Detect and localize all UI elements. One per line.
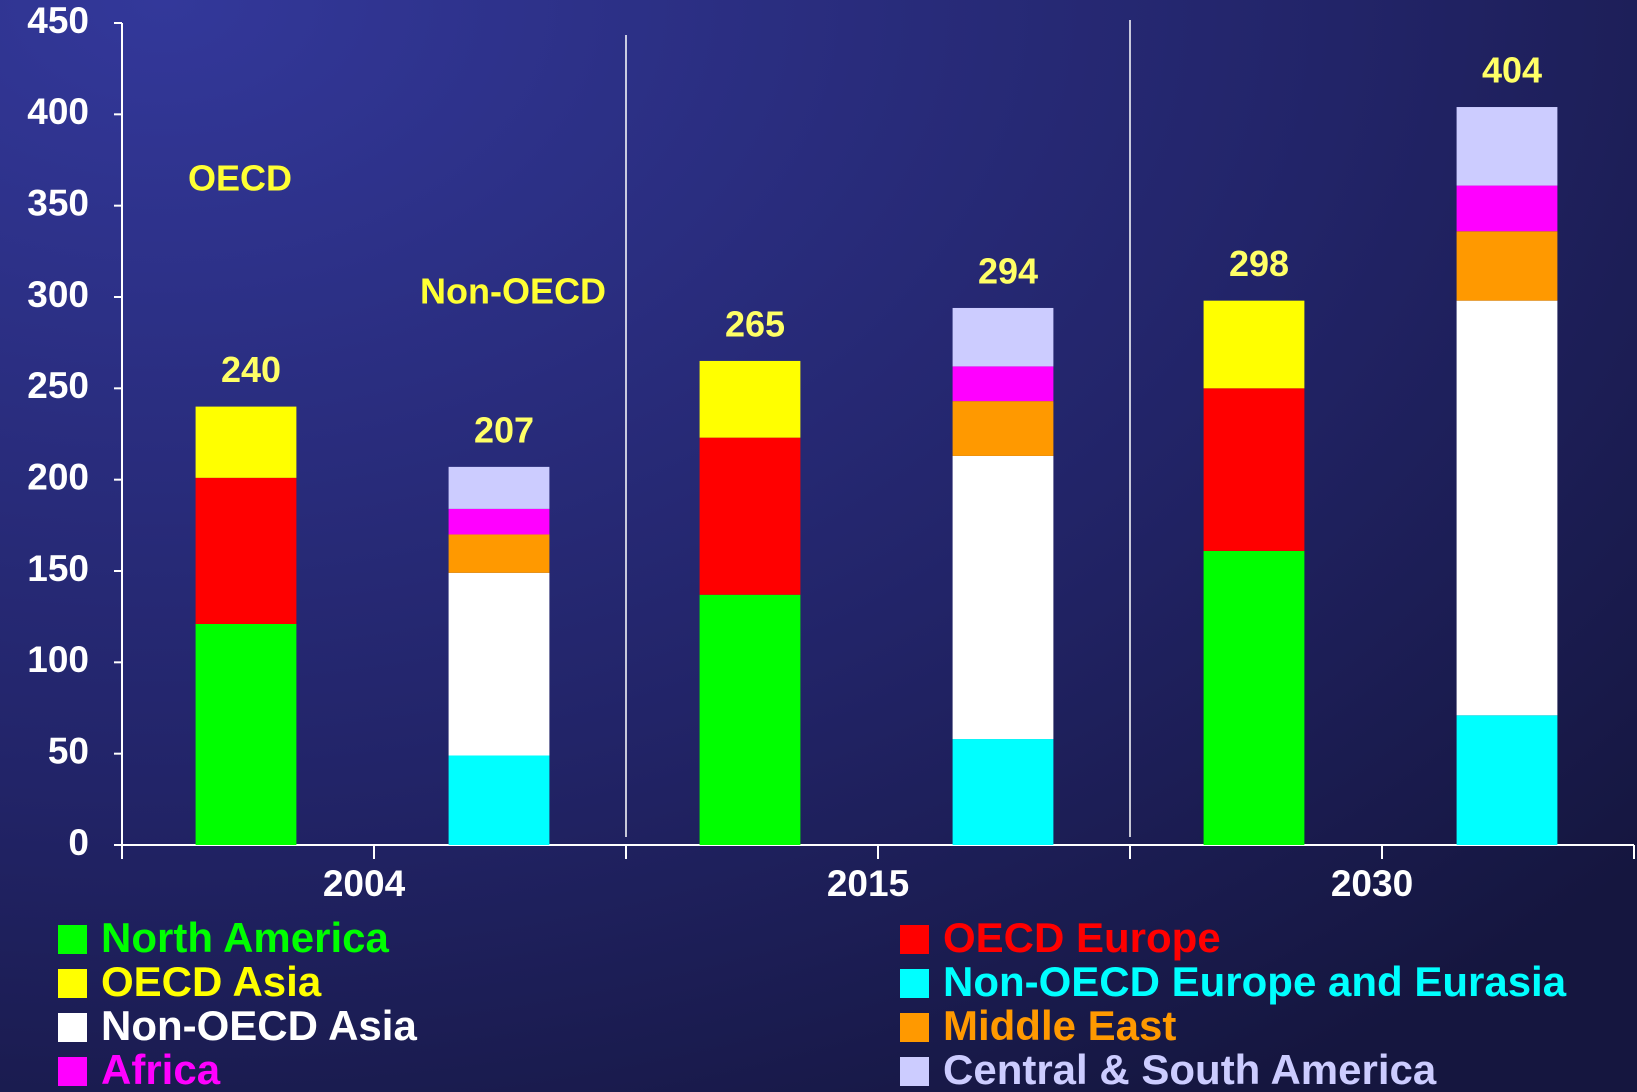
total-label: 298 — [1229, 243, 1289, 284]
legend-label: OECD Asia — [101, 958, 322, 1005]
group-annotation: Non-OECD — [420, 271, 606, 312]
legend-label: Non-OECD Europe and Eurasia — [943, 958, 1567, 1005]
bar-segment — [1456, 715, 1558, 845]
bar-segment — [1456, 185, 1558, 232]
legend-label: North America — [101, 914, 389, 961]
bar-segment — [1456, 107, 1558, 186]
bar-segment — [1456, 231, 1558, 301]
bar-segment — [952, 307, 1054, 367]
bar-segment — [952, 401, 1054, 456]
y-tick-label: 350 — [27, 182, 89, 223]
legend-label: Africa — [101, 1046, 221, 1092]
total-label: 240 — [221, 349, 281, 390]
bar-segment — [448, 466, 550, 509]
y-tick-label: 150 — [27, 548, 89, 589]
legend-label: Middle East — [943, 1002, 1176, 1049]
y-tick-label: 50 — [48, 730, 89, 771]
bar-segment — [1203, 300, 1305, 389]
bar-segment — [195, 623, 297, 845]
total-label: 404 — [1482, 50, 1542, 91]
group-annotation: OECD — [188, 158, 292, 199]
legend-label: OECD Europe — [943, 914, 1221, 961]
bar-segment — [448, 572, 550, 756]
bar-segment — [195, 477, 297, 624]
legend-label: Non-OECD Asia — [101, 1002, 417, 1049]
legend-label: Central & South America — [943, 1046, 1437, 1092]
bar-segment — [1456, 300, 1558, 716]
x-tick-label: 2004 — [323, 863, 406, 904]
bar-segment — [952, 366, 1054, 402]
bar-segment — [699, 360, 801, 438]
bar-segment — [448, 508, 550, 535]
legend-swatch — [58, 969, 87, 998]
y-tick-label: 250 — [27, 365, 89, 406]
bar-segment — [195, 406, 297, 478]
x-tick-label: 2015 — [827, 863, 909, 904]
bar-segment — [699, 594, 801, 845]
y-tick-label: 100 — [27, 639, 89, 680]
y-tick-label: 0 — [68, 822, 89, 863]
legend-swatch — [58, 1013, 87, 1042]
legend-swatch — [58, 925, 87, 954]
legend-swatch — [58, 1057, 87, 1086]
bar-segment — [1203, 550, 1305, 845]
legend-swatch — [900, 1013, 929, 1042]
y-tick-label: 200 — [27, 456, 89, 497]
total-label: 294 — [978, 250, 1038, 291]
bar-segment — [448, 534, 550, 573]
x-tick-label: 2030 — [1331, 863, 1413, 904]
y-tick-label: 300 — [27, 274, 89, 315]
bar-segment — [699, 437, 801, 595]
bar-segment — [1203, 388, 1305, 551]
bar-segment — [448, 755, 550, 845]
y-tick-label: 450 — [27, 0, 89, 41]
total-label: 207 — [474, 409, 534, 450]
bar-segment — [952, 455, 1054, 740]
legend-swatch — [900, 1057, 929, 1086]
bar-segment — [952, 739, 1054, 845]
total-label: 265 — [725, 303, 785, 344]
legend-swatch — [900, 969, 929, 998]
y-tick-label: 400 — [27, 91, 89, 132]
legend-swatch — [900, 925, 929, 954]
